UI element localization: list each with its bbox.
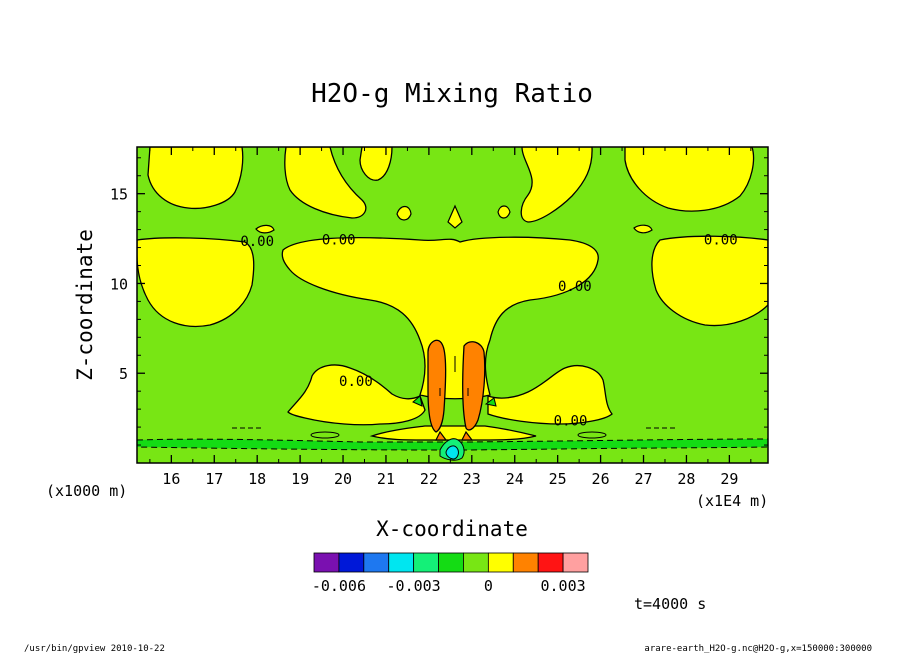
colorbar-tick-label: -0.003 [387, 577, 441, 595]
x-tick-label: 25 [549, 470, 567, 488]
strong-positive-left-column [427, 339, 447, 433]
positive-speck-3 [447, 204, 463, 229]
positive-region-left [137, 237, 255, 328]
colorbar-swatch [537, 552, 564, 573]
positive-region-anvil [281, 236, 599, 400]
negative-core-center [445, 445, 459, 460]
x-axis: 16 17 18 19 20 21 22 23 24 25 26 27 28 29 [149, 147, 752, 488]
contour-label: 0.00 [558, 279, 592, 295]
negative-speck-right [484, 397, 497, 407]
x-tick-label: 26 [592, 470, 610, 488]
positive-region-upper-mid-left [284, 147, 367, 219]
x-tick-label: 29 [720, 470, 738, 488]
y-axis: 5 10 15 [110, 157, 768, 446]
positive-speck-4 [255, 224, 275, 234]
colorbar-tick-label: 0.003 [541, 577, 586, 595]
positive-region-upper-small [359, 147, 393, 181]
colorbar-swatch [487, 552, 514, 573]
x-tick-label: 28 [677, 470, 695, 488]
contour-labels: 0.00 0.00 0.00 0.00 0.00 0.00 [240, 232, 738, 430]
contour-label: 0.00 [339, 374, 373, 390]
colorbar-swatch [313, 552, 340, 573]
y-unit-note: (x1000 m) [46, 482, 127, 500]
positive-region-low-right [487, 365, 613, 425]
colorbar-tick-label: -0.006 [312, 577, 366, 595]
colorbar-swatch [512, 552, 539, 573]
strong-positive-right-column [462, 341, 486, 431]
positive-speck-1 [396, 205, 412, 221]
contour-label: 0.00 [704, 232, 738, 248]
footer-right: arare-earth_H2O-g.nc@H2O-g,x=150000:3000… [644, 644, 872, 654]
footer-left: /usr/bin/gpview 2010-10-22 [24, 644, 165, 654]
x-tick-label: 18 [248, 470, 266, 488]
x-axis-label: X-coordinate [376, 517, 528, 541]
colorbar-swatch [388, 552, 415, 573]
x-tick-label: 22 [420, 470, 438, 488]
chart-title: H2O-g Mixing Ratio [311, 79, 593, 109]
contour-field [137, 147, 768, 463]
colorbar-tick-label: 0 [484, 577, 493, 595]
positive-region-low-left [287, 364, 426, 426]
strong-positive-right-base [461, 430, 474, 441]
positive-region-low-center [369, 425, 537, 441]
x-unit-note: (x1E4 m) [696, 492, 768, 510]
x-tick-label: 23 [463, 470, 481, 488]
colorbar-swatch [463, 552, 489, 573]
positive-region-upper-far-right [624, 147, 755, 212]
x-tick-label: 27 [634, 470, 652, 488]
time-label: t=4000 s [634, 595, 706, 613]
positive-region-upper-left [147, 147, 244, 210]
colorbar-swatch [438, 552, 464, 573]
y-tick-label: 10 [110, 275, 128, 293]
colorbar-swatch [338, 552, 365, 573]
plot-frame [136, 146, 769, 464]
contour-label: 0.00 [240, 234, 274, 250]
negative-speck-left [412, 395, 423, 407]
y-tick-label: 5 [119, 365, 128, 383]
positive-region-right [651, 235, 768, 327]
x-tick-label: 24 [506, 470, 524, 488]
colorbar: -0.006 -0.003 0 0.003 [312, 552, 589, 595]
colorbar-swatch [363, 552, 390, 573]
x-tick-label: 16 [162, 470, 180, 488]
x-tick-label: 21 [377, 470, 395, 488]
x-tick-label: 19 [291, 470, 309, 488]
positive-speck-2 [497, 205, 511, 219]
positive-region-upper-right [520, 147, 593, 223]
strong-positive-left-base [435, 430, 448, 441]
contour-label: 0.00 [322, 232, 356, 248]
x-tick-label: 17 [205, 470, 223, 488]
colorbar-swatch [562, 552, 589, 573]
positive-speck-5 [633, 224, 653, 234]
colorbar-swatch [413, 552, 439, 573]
contour-label: 0.00 [554, 414, 588, 430]
y-axis-label: Z-coordinate [73, 229, 97, 381]
contour-dashes [232, 356, 676, 439]
x-tick-label: 20 [334, 470, 352, 488]
y-tick-label: 15 [110, 186, 128, 204]
